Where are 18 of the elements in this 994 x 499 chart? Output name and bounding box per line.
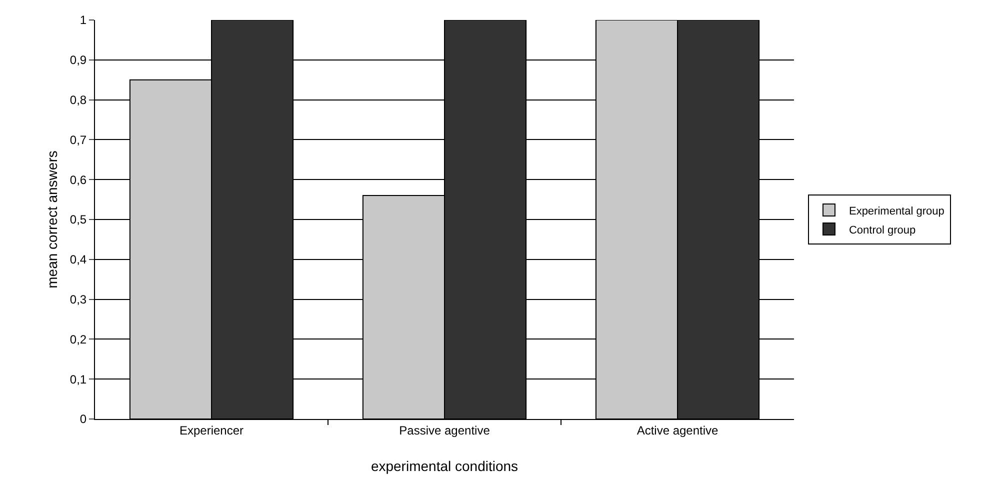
legend-label: Control group xyxy=(848,224,916,236)
y-tick-label: 0,2 xyxy=(70,332,87,346)
y-tick-label: 1 xyxy=(80,13,87,28)
x-tick-label: Passive agentive xyxy=(399,423,490,438)
legend-label: Experimental group xyxy=(848,205,944,218)
x-tick-label: Active agentive xyxy=(636,423,719,438)
y-tick-label: 0,8 xyxy=(70,93,87,107)
y-tick-label: 0,3 xyxy=(70,292,87,306)
y-tick-label: 0,9 xyxy=(70,53,87,68)
y-tick-label: 0,6 xyxy=(70,172,87,187)
y-tick-label: 0 xyxy=(80,412,87,426)
x-tick-label: Experiencer xyxy=(179,423,244,438)
y-tick-label: 0,4 xyxy=(70,252,87,267)
y-tick-label: 0,1 xyxy=(70,372,87,386)
x-axis-title: experimental conditions xyxy=(370,458,518,474)
y-axis-title: mean correct answers xyxy=(44,150,60,288)
y-tick-label: 0,7 xyxy=(70,132,87,147)
y-tick-label: 0,5 xyxy=(70,212,87,227)
